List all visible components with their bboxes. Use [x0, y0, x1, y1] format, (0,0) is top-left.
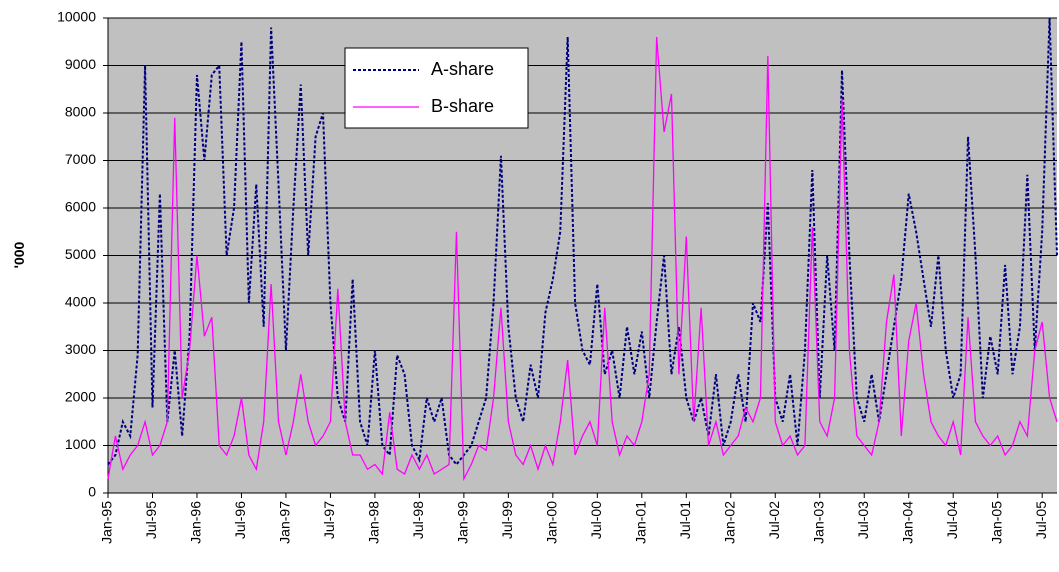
x-tick-label: Jan-05 — [988, 501, 1004, 544]
x-tick-label: Jan-97 — [277, 501, 293, 544]
x-tick-label: Jul-00 — [588, 501, 604, 539]
legend-label: B-share — [431, 96, 494, 116]
x-tick-label: Jan-03 — [810, 501, 826, 544]
x-tick-label: Jul-97 — [321, 501, 337, 539]
y-tick-label: 0 — [88, 484, 96, 500]
x-tick-label: Jan-04 — [899, 501, 915, 544]
x-tick-label: Jul-95 — [143, 501, 159, 539]
series-line — [107, 17, 1058, 467]
x-tick-label: Jan-95 — [99, 501, 115, 544]
series-line — [107, 36, 1058, 482]
legend-box — [344, 47, 529, 129]
x-tick-label: Jul-98 — [410, 501, 426, 539]
legend-label: A-share — [431, 59, 494, 79]
y-tick-label: 7000 — [65, 151, 96, 167]
y-tick-label: 1000 — [65, 436, 96, 452]
x-tick-label: Jan-00 — [544, 501, 560, 544]
x-tick-label: Jan-96 — [188, 501, 204, 544]
y-tick-label: 10000 — [57, 9, 96, 25]
x-tick-label: Jan-99 — [455, 501, 471, 544]
x-tick-label: Jul-96 — [232, 501, 248, 539]
x-tick-label: Jan-01 — [633, 501, 649, 544]
y-tick-label: 2000 — [65, 389, 96, 405]
y-tick-label: 9000 — [65, 56, 96, 72]
y-tick-label: 3000 — [65, 341, 96, 357]
x-tick-label: Jul-05 — [1033, 501, 1049, 539]
x-tick-label: Jul-01 — [677, 501, 693, 539]
y-tick-label: 8000 — [65, 104, 96, 120]
y-axis-label: '000 — [11, 241, 27, 268]
x-tick-label: Jan-98 — [366, 501, 382, 544]
y-tick-label: 4000 — [65, 294, 96, 310]
x-tick-label: Jul-99 — [499, 501, 515, 539]
x-tick-label: Jul-04 — [944, 501, 960, 539]
x-tick-label: Jul-02 — [766, 501, 782, 539]
x-tick-label: Jul-03 — [855, 501, 871, 539]
x-tick-label: Jan-02 — [721, 501, 737, 544]
y-tick-label: 6000 — [65, 199, 96, 215]
y-tick-label: 5000 — [65, 246, 96, 262]
